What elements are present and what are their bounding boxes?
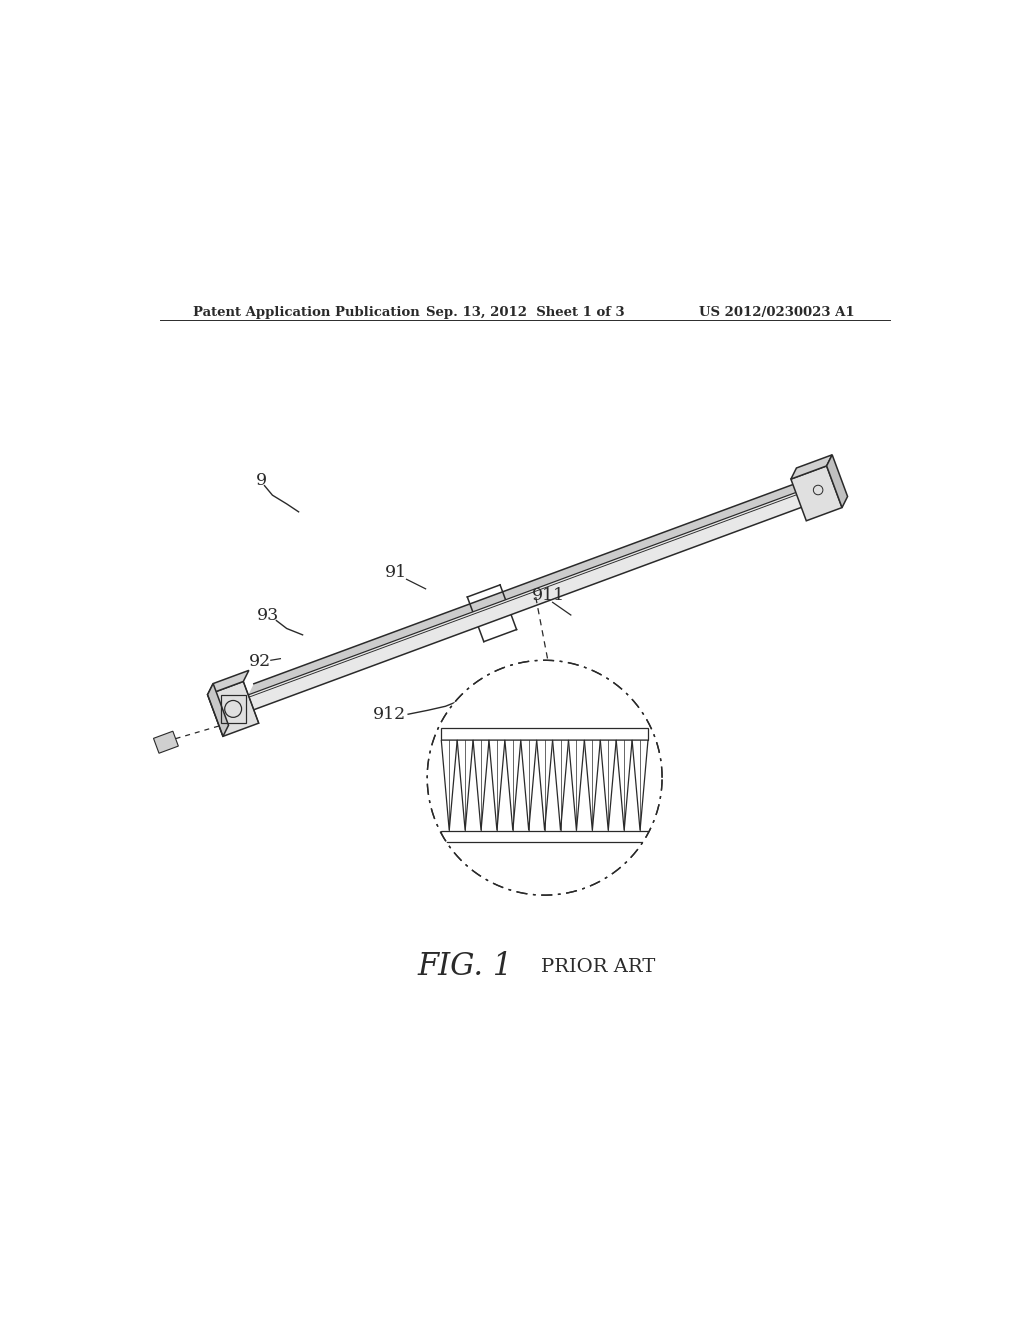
Polygon shape [505,741,521,830]
Text: 912: 912 [374,706,407,723]
Polygon shape [791,466,842,521]
Text: 93: 93 [257,606,279,623]
Polygon shape [441,729,648,741]
Polygon shape [457,741,473,830]
Polygon shape [208,671,249,694]
Polygon shape [826,455,848,508]
Polygon shape [208,684,228,737]
Polygon shape [489,741,505,830]
Circle shape [427,660,663,895]
Text: 911: 911 [532,586,565,603]
Polygon shape [248,492,802,710]
Polygon shape [521,741,537,830]
Polygon shape [537,741,553,830]
Polygon shape [553,741,568,830]
Polygon shape [585,741,600,830]
Text: Patent Application Publication: Patent Application Publication [194,306,420,319]
Polygon shape [473,741,489,830]
Polygon shape [616,741,632,830]
Text: FIG. 1: FIG. 1 [418,952,513,982]
Polygon shape [791,455,833,479]
Polygon shape [441,741,457,830]
Polygon shape [208,681,259,737]
Polygon shape [248,482,802,694]
Polygon shape [568,741,585,830]
Polygon shape [600,741,616,830]
Text: 9: 9 [256,471,267,488]
Text: Sep. 13, 2012  Sheet 1 of 3: Sep. 13, 2012 Sheet 1 of 3 [426,306,625,319]
Polygon shape [632,741,648,830]
Text: 91: 91 [385,565,408,581]
Text: US 2012/0230023 A1: US 2012/0230023 A1 [699,306,855,319]
Text: 92: 92 [249,653,271,671]
Polygon shape [441,830,648,842]
Polygon shape [154,731,178,754]
Text: PRIOR ART: PRIOR ART [541,957,655,975]
